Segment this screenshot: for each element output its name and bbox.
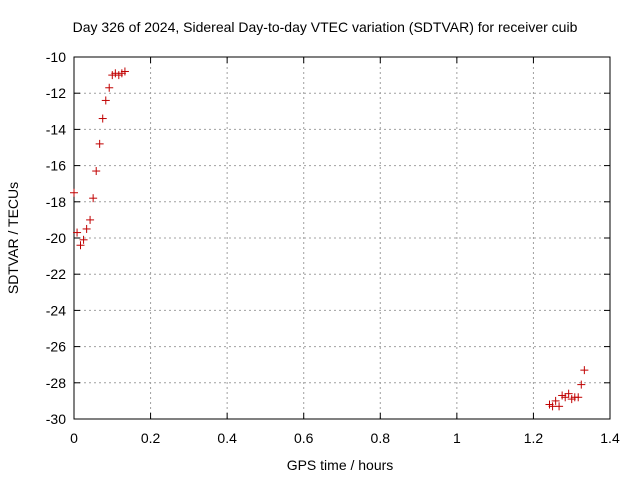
data-point bbox=[98, 114, 107, 123]
data-point bbox=[564, 389, 573, 398]
data-point bbox=[82, 224, 91, 233]
data-point bbox=[76, 241, 85, 250]
y-tick-label: -30 bbox=[46, 411, 66, 427]
data-point bbox=[120, 67, 129, 76]
data-point bbox=[555, 402, 564, 411]
x-tick-label: 1.4 bbox=[600, 430, 620, 446]
y-tick-labels: -30 -28 -26 -24 -22 -20 -18 -16 -14 -12 -10 bbox=[46, 49, 66, 427]
chart-title: Day 326 of 2024, Sidereal Day-to-day VTE… bbox=[73, 19, 578, 35]
data-point bbox=[574, 393, 583, 402]
data-point bbox=[551, 396, 560, 405]
y-axis-label: SDTVAR / TECUs bbox=[5, 182, 21, 294]
data-point bbox=[70, 188, 78, 197]
x-tick-label: 1.2 bbox=[524, 430, 544, 446]
data-point bbox=[86, 215, 95, 224]
data-point bbox=[73, 228, 82, 237]
y-tick-label: -22 bbox=[46, 266, 66, 282]
x-tick-label: 0.8 bbox=[371, 430, 391, 446]
y-tick-label: -14 bbox=[46, 121, 66, 137]
x-tick-label: 1 bbox=[453, 430, 461, 446]
x-tick-label: 0 bbox=[70, 430, 78, 446]
grid-lines bbox=[74, 57, 610, 419]
x-tick-label: 0.4 bbox=[217, 430, 237, 446]
data-point bbox=[79, 235, 88, 244]
data-point bbox=[580, 366, 589, 375]
axis-ticks bbox=[73, 56, 611, 420]
x-tick-label: 0.6 bbox=[294, 430, 314, 446]
data-points bbox=[70, 67, 589, 411]
y-tick-label: -20 bbox=[46, 230, 66, 246]
x-tick-labels: 0 0.2 0.4 0.6 0.8 1 1.2 1.4 bbox=[70, 430, 620, 446]
data-point bbox=[577, 380, 586, 389]
data-point bbox=[561, 393, 570, 402]
x-axis-label: GPS time / hours bbox=[287, 457, 394, 473]
data-point bbox=[89, 194, 98, 203]
y-tick-label: -26 bbox=[46, 339, 66, 355]
data-point bbox=[92, 167, 101, 176]
y-tick-label: -28 bbox=[46, 375, 66, 391]
x-tick-label: 0.2 bbox=[141, 430, 161, 446]
data-point bbox=[101, 96, 110, 105]
data-point bbox=[95, 139, 104, 148]
data-point bbox=[105, 83, 114, 92]
y-tick-label: -10 bbox=[46, 49, 66, 65]
y-tick-label: -12 bbox=[46, 85, 66, 101]
y-tick-label: -16 bbox=[46, 158, 66, 174]
y-tick-label: -24 bbox=[46, 302, 66, 318]
y-tick-label: -18 bbox=[46, 194, 66, 210]
